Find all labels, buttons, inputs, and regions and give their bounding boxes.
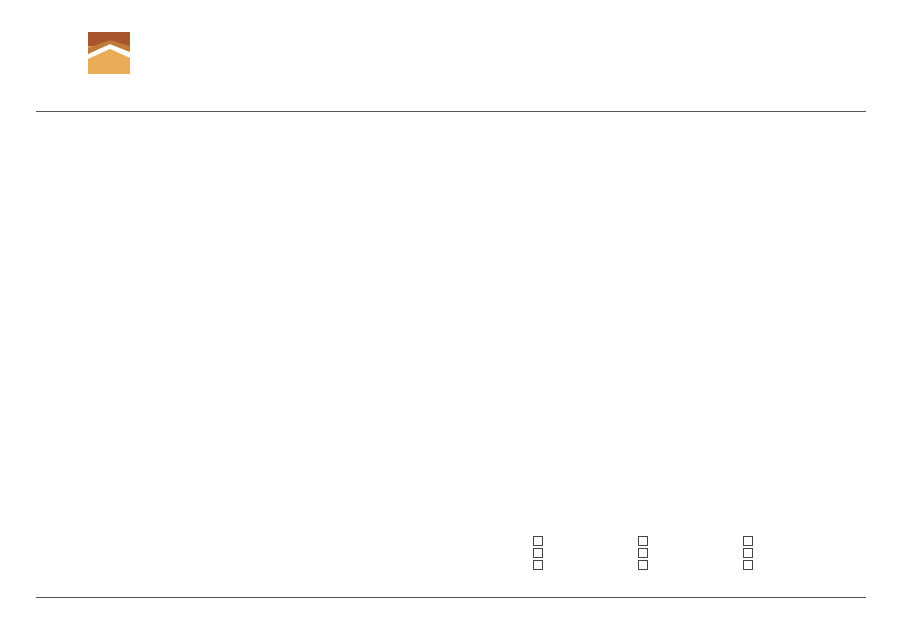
legend-swatch xyxy=(638,548,648,558)
legend-item xyxy=(638,560,743,570)
legend-swatch xyxy=(743,560,753,570)
legend-swatch xyxy=(743,536,753,546)
legend-swatch xyxy=(533,560,543,570)
legend-item xyxy=(533,560,638,570)
legend-swatch xyxy=(533,548,543,558)
legend-item xyxy=(638,548,743,558)
sbtn-legend xyxy=(533,534,873,570)
legend-item xyxy=(743,548,873,558)
legend-item xyxy=(533,548,638,558)
legend-swatch xyxy=(638,560,648,570)
legend-swatch xyxy=(743,548,753,558)
header-divider xyxy=(36,111,866,112)
footer xyxy=(38,601,868,604)
cpt-plots xyxy=(0,0,898,600)
company-logo xyxy=(88,32,130,74)
legend-item xyxy=(743,560,873,570)
legend-item xyxy=(743,536,873,546)
legend-swatch xyxy=(638,536,648,546)
legend-swatch xyxy=(533,536,543,546)
legend-item xyxy=(638,536,743,546)
footer-divider xyxy=(36,597,866,598)
legend-item xyxy=(533,536,638,546)
